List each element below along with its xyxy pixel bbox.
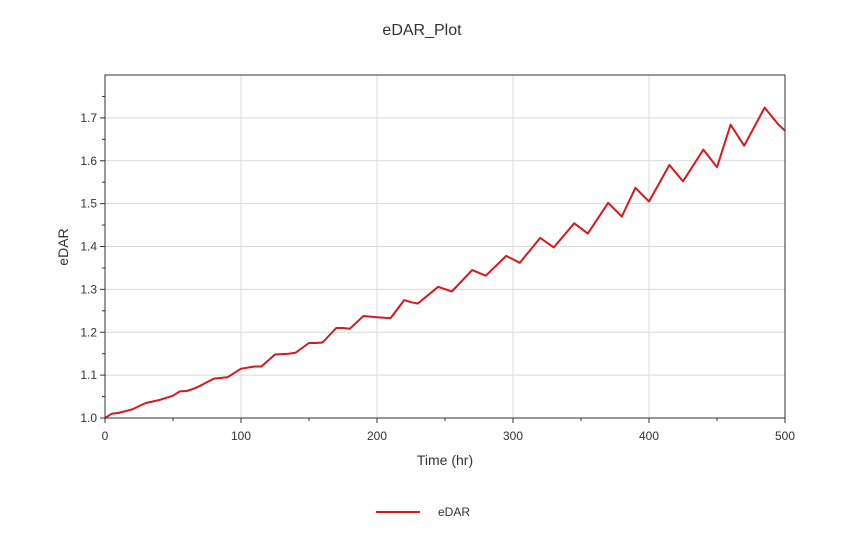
y-tick-label: 1.6 bbox=[80, 154, 97, 168]
x-tick-label: 0 bbox=[102, 429, 109, 443]
chart-title: eDAR_Plot bbox=[382, 22, 462, 39]
y-tick-label: 1.3 bbox=[80, 282, 97, 296]
grid-lines bbox=[105, 75, 785, 418]
x-axis-label: Time (hr) bbox=[417, 452, 473, 468]
x-tick-label: 100 bbox=[231, 429, 251, 443]
series-line-edar bbox=[104, 106, 786, 419]
series-lines bbox=[104, 106, 786, 419]
axis-ticks: 0 100 200 300 400 500 1.0 1.1 1.2 1.3 1.4 1.5 1.6 1.7 bbox=[80, 95, 795, 443]
legend-label-edar: eDAR bbox=[438, 505, 470, 519]
y-tick-label: 1.2 bbox=[80, 325, 97, 339]
y-axis-label: eDAR bbox=[55, 228, 71, 265]
y-tick-label: 1.7 bbox=[80, 111, 97, 125]
y-tick-label: 1.5 bbox=[80, 197, 97, 211]
y-tick-label: 1.1 bbox=[80, 368, 97, 382]
x-tick-label: 500 bbox=[775, 429, 795, 443]
x-tick-label: 300 bbox=[503, 429, 523, 443]
x-tick-label: 200 bbox=[367, 429, 387, 443]
legend: eDAR bbox=[376, 505, 470, 519]
y-tick-label: 1.4 bbox=[80, 240, 97, 254]
y-tick-label: 1.0 bbox=[80, 411, 97, 425]
x-tick-label: 400 bbox=[639, 429, 659, 443]
